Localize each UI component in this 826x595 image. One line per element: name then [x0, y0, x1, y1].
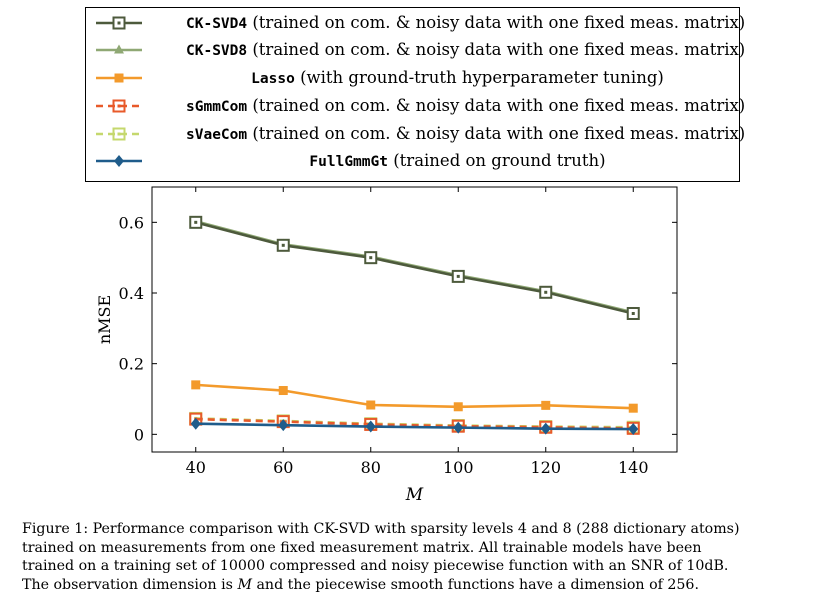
- legend-name-cksvd4: CK-SVD4: [186, 16, 248, 32]
- x-tick-label-40: 40: [186, 458, 206, 477]
- y-axis-label: nMSE: [95, 295, 114, 344]
- point-cksvd4-40: [189, 215, 203, 229]
- series-line-fullgmmgt: [195, 422, 634, 431]
- caption-line-4a: The observation dimension is: [22, 576, 238, 593]
- legend-item-lasso: Lasso (with ground-truth hyperparameter …: [86, 66, 739, 90]
- legend-desc-cksvd8: (trained on com. & noisy data with one f…: [252, 40, 746, 59]
- point-fullgmmgt-80: [365, 420, 376, 433]
- point-fullgmmgt-140: [628, 423, 639, 436]
- legend-symbol-svaecom: [96, 127, 142, 141]
- y-tick-label-1: 0.2: [119, 355, 144, 374]
- caption-line-4: The observation dimension is M and the p…: [22, 576, 812, 595]
- legend-marker-3: [112, 99, 126, 113]
- point-lasso-140: [628, 403, 638, 413]
- series-lasso: [191, 380, 638, 413]
- point-cksvd4-60: [276, 238, 290, 252]
- legend-item-sgmmcom: sGmmCom (trained on com. & noisy data wi…: [86, 94, 745, 118]
- legend-symbol-cksvd8: [96, 44, 142, 54]
- x-tick-label-100: 100: [443, 458, 474, 477]
- point-fullgmmgt-60: [278, 419, 289, 432]
- legend-desc-cksvd4: (trained on com. & noisy data with one f…: [252, 13, 746, 32]
- legend-symbol-sgmmcom: [96, 99, 142, 113]
- x-tick-label-120: 120: [530, 458, 561, 477]
- point-lasso-100: [453, 402, 463, 412]
- series-line-lasso: [195, 383, 634, 410]
- legend-desc-sgmmcom: (trained on com. & noisy data with one f…: [252, 96, 746, 115]
- legend-marker-4: [112, 127, 126, 141]
- point-lasso-40: [191, 380, 201, 390]
- caption-line-1: Figure 1: Performance comparison with CK…: [22, 521, 740, 537]
- x-tick-label-80: 80: [361, 458, 381, 477]
- legend-item-svaecom: sVaeCom (trained on com. & noisy data wi…: [86, 122, 745, 146]
- legend-item-cksvd4: CK-SVD4 (trained on com. & noisy data wi…: [86, 11, 745, 35]
- point-cksvd4-80: [364, 251, 378, 265]
- point-lasso-120: [541, 400, 551, 410]
- point-lasso-60: [278, 386, 288, 396]
- caption-line-3: trained on a training set of 10000 compr…: [22, 558, 729, 574]
- legend-symbol-cksvd4: [96, 16, 142, 30]
- legend-item-cksvd8: CK-SVD8 (trained on com. & noisy data wi…: [86, 38, 745, 62]
- legend-desc-lasso: (with ground-truth hyperparameter tuning…: [300, 68, 664, 87]
- x-axis-label: M: [405, 485, 424, 505]
- point-cksvd4-140: [626, 306, 640, 320]
- point-cksvd4-120: [539, 285, 553, 299]
- legend-name-fullgmmgt: FullGmmGt: [309, 154, 388, 170]
- caption-symbol-m: M: [237, 576, 252, 593]
- x-tick-label-60: 60: [273, 458, 293, 477]
- point-fullgmmgt-40: [190, 417, 201, 430]
- legend-name-svaecom: sVaeCom: [186, 127, 248, 143]
- x-tick-label-140: 140: [618, 458, 649, 477]
- legend-symbol-lasso: [96, 73, 142, 83]
- legend-marker-0: [112, 16, 126, 30]
- series-fullgmmgt: [190, 417, 639, 436]
- legend-desc-svaecom: (trained on com. & noisy data with one f…: [252, 124, 746, 143]
- figure-caption: Figure 1: Performance comparison with CK…: [22, 520, 812, 594]
- legend-name-lasso: Lasso: [251, 71, 295, 87]
- y-tick-label-2: 0.4: [119, 284, 144, 303]
- legend-marker-2: [114, 73, 124, 83]
- point-fullgmmgt-100: [453, 421, 464, 434]
- point-lasso-80: [366, 400, 376, 410]
- caption-line-4b: and the piecewise smooth functions have …: [251, 576, 699, 593]
- caption-line-2: trained on measurements from one fixed m…: [22, 539, 702, 556]
- legend-name-sgmmcom: sGmmCom: [186, 99, 248, 115]
- point-fullgmmgt-120: [540, 422, 551, 435]
- y-tick-label-3: 0.6: [119, 213, 144, 232]
- plot-frame: [151, 186, 678, 453]
- legend-desc-fullgmmgt: (trained on ground truth): [393, 151, 606, 170]
- series-cksvd4: [189, 215, 640, 320]
- legend-symbol-fullgmmgt: [96, 155, 142, 167]
- point-cksvd4-100: [451, 269, 465, 283]
- legend-name-cksvd8: CK-SVD8: [186, 43, 248, 59]
- y-tick-label-0: 0: [134, 425, 144, 444]
- legend-item-fullgmmgt: FullGmmGt (trained on ground truth): [86, 149, 739, 173]
- legend: CK-SVD4 (trained on com. & noisy data wi…: [85, 7, 745, 182]
- series-line-cksvd4: [195, 221, 634, 315]
- legend-marker-5: [114, 155, 124, 167]
- legend-marker-1: [114, 44, 124, 54]
